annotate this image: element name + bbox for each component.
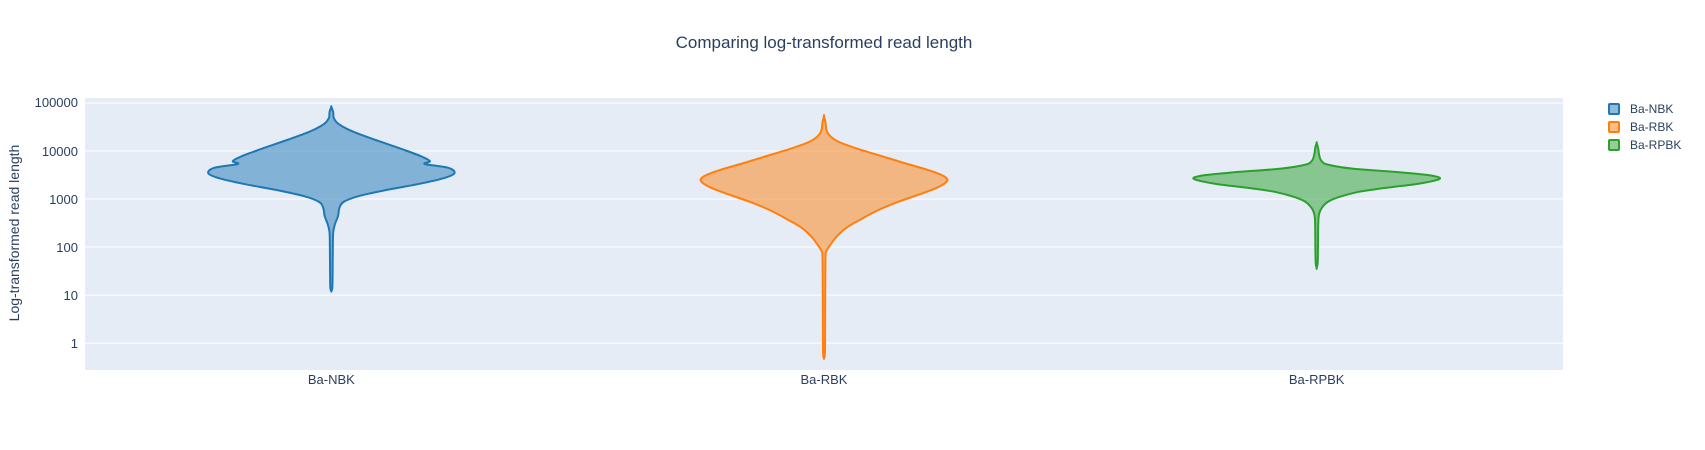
y-tick-label: 10000	[41, 143, 78, 159]
violin-ba-rpbk[interactable]	[1192, 141, 1442, 270]
legend-item-ba-nbk[interactable]: Ba-NBK	[1608, 103, 1681, 115]
chart-title: Comparing log-transformed read length	[675, 33, 973, 52]
y-tick-label: 1	[70, 335, 78, 351]
x-tick-label-ba-rbk: Ba-RBK	[800, 372, 848, 387]
legend: Ba-NBK Ba-RBK Ba-RPBK	[1608, 103, 1681, 151]
violin-ba-nbk[interactable]	[207, 105, 456, 293]
legend-item-ba-rpbk[interactable]: Ba-RPBK	[1608, 139, 1681, 151]
x-tick-label-ba-nbk: Ba-NBK	[307, 372, 355, 387]
y-tick-label: 1000	[49, 191, 78, 207]
legend-label: Ba-NBK	[1630, 102, 1674, 116]
legend-label: Ba-RBK	[1630, 120, 1674, 134]
y-tick-label: 100	[56, 239, 78, 255]
legend-swatch-ba-rbk	[1608, 121, 1620, 133]
violin-ba-rbk[interactable]	[699, 114, 949, 360]
legend-item-ba-rbk[interactable]: Ba-RBK	[1608, 121, 1681, 133]
y-tick-label: 10	[63, 287, 78, 303]
legend-swatch-ba-nbk	[1608, 103, 1620, 115]
y-tick-label: 100000	[34, 95, 78, 111]
x-tick-label-ba-rpbk: Ba-RPBK	[1288, 372, 1345, 387]
legend-label: Ba-RPBK	[1630, 138, 1682, 152]
legend-swatch-ba-rpbk	[1608, 139, 1620, 151]
